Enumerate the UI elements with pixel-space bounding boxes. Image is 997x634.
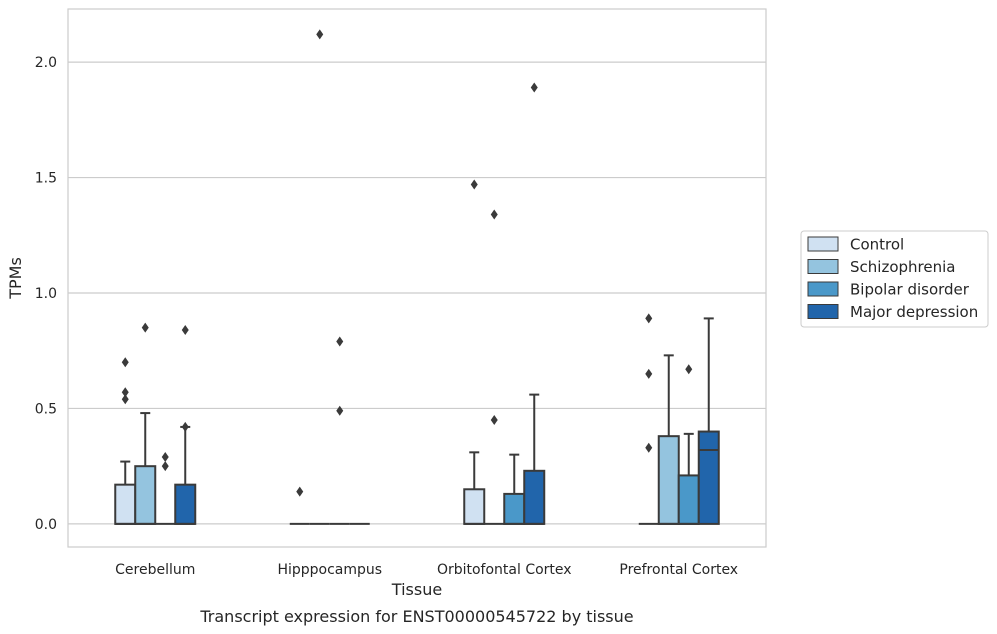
y-tick-label: 1.0 (35, 286, 57, 302)
outlier-point (161, 451, 169, 462)
y-axis-label: TPMs (6, 257, 25, 300)
box-body (503, 492, 526, 525)
outlier-point (121, 387, 129, 398)
box-bipolar-disorder (503, 453, 526, 525)
box-bipolar-disorder (677, 432, 700, 525)
x-tick-label: Prefrontal Cortex (619, 562, 738, 578)
box-major-depression (523, 393, 546, 525)
y-tick-label: 0.5 (35, 401, 57, 417)
box-body (523, 469, 546, 525)
y-axis-ticks: 0.0 0.5 1.0 1.5 2.0 (35, 55, 57, 533)
outlier-point (530, 82, 538, 93)
box-body (114, 483, 137, 525)
outlier-point (685, 364, 693, 375)
box-schizophrenia (134, 412, 157, 525)
outlier-point (645, 442, 653, 453)
x-tick-label: Cerebellum (115, 562, 195, 578)
box-body (134, 465, 157, 525)
legend-swatch (807, 259, 839, 274)
outlier-point (121, 357, 129, 368)
outlier-point (490, 415, 498, 426)
outlier-point (645, 368, 653, 379)
box-control (463, 451, 486, 525)
x-axis-ticks: Cerebellum Hipppocampus Orbitofontal Corte… (115, 562, 738, 578)
legend-swatch (807, 236, 839, 252)
outlier-point (181, 421, 189, 432)
legend-items: Control Schizophrenia Bipolar disorder Majo… (807, 236, 978, 321)
box-body (657, 435, 680, 525)
legend-frame (800, 230, 989, 328)
box-body (697, 430, 720, 525)
outlier-point (336, 405, 344, 416)
outlier-point (296, 486, 304, 497)
box-body (677, 474, 700, 525)
x-tick-label: Orbitofontal Cortex (437, 562, 572, 578)
legend-swatch (807, 304, 839, 319)
box-major-depression (697, 317, 720, 525)
outlier-point (161, 461, 169, 472)
boxes (114, 317, 720, 525)
y-tick-label: 0.0 (35, 517, 57, 533)
plot-area-frame (67, 8, 767, 548)
y-tick-label: 1.5 (35, 171, 57, 187)
outlier-point (490, 209, 498, 220)
legend-swatch (807, 281, 839, 297)
legend-label: Schizophrenia (850, 258, 955, 276)
outliers (121, 29, 693, 497)
x-tick-label: Hipppocampus (277, 562, 382, 578)
legend-label: Bipolar disorder (850, 281, 970, 299)
outlier-point (316, 29, 324, 40)
box-body (174, 483, 197, 525)
legend: Control Schizophrenia Bipolar disorder Majo… (800, 230, 989, 328)
outlier-point (181, 324, 189, 335)
outlier-point (470, 179, 478, 190)
legend-label: Major depression (850, 303, 978, 321)
box-control (114, 460, 137, 525)
box-body (463, 488, 486, 525)
legend-label: Control (850, 236, 904, 254)
x-axis-label: Tissue (391, 580, 442, 599)
outlier-point (121, 394, 129, 405)
chart-caption: Transcript expression for ENST0000054572… (199, 607, 633, 626)
outlier-point (141, 322, 149, 333)
outlier-point (336, 336, 344, 347)
y-tick-label: 2.0 (35, 55, 57, 71)
outlier-point (645, 313, 653, 324)
